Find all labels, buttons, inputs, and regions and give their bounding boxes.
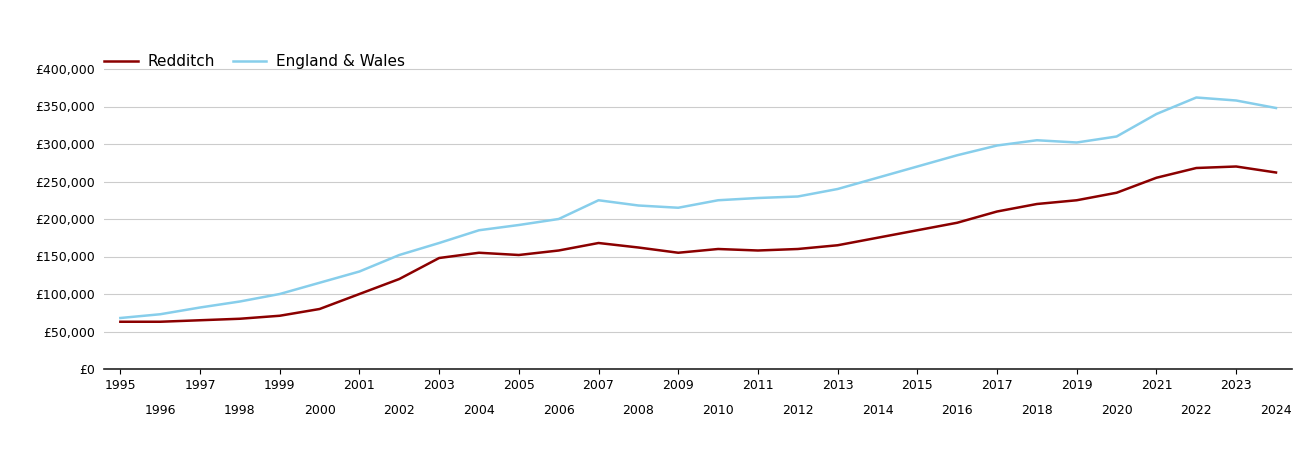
England & Wales xyxy=(630,203,646,208)
England & Wales xyxy=(750,195,766,201)
England & Wales xyxy=(112,315,128,321)
Redditch xyxy=(392,276,407,282)
England & Wales xyxy=(392,252,407,258)
Redditch xyxy=(1228,164,1244,169)
Redditch xyxy=(630,245,646,250)
Redditch xyxy=(471,250,487,256)
England & Wales xyxy=(671,205,686,211)
Line: Redditch: Redditch xyxy=(120,166,1276,322)
England & Wales xyxy=(710,198,726,203)
England & Wales xyxy=(949,153,964,158)
England & Wales xyxy=(232,299,248,304)
England & Wales xyxy=(1189,95,1205,100)
Redditch xyxy=(351,291,367,297)
Line: England & Wales: England & Wales xyxy=(120,98,1276,318)
England & Wales xyxy=(153,311,168,317)
Redditch xyxy=(551,248,566,253)
Redditch xyxy=(153,319,168,324)
Redditch xyxy=(750,248,766,253)
Redditch xyxy=(1069,198,1084,203)
Legend: Redditch, England & Wales: Redditch, England & Wales xyxy=(104,54,405,69)
England & Wales xyxy=(1148,111,1164,117)
England & Wales xyxy=(1109,134,1125,139)
Redditch xyxy=(1148,175,1164,180)
Redditch xyxy=(312,306,328,312)
Redditch xyxy=(830,243,846,248)
Redditch xyxy=(1189,165,1205,171)
Redditch xyxy=(869,235,885,240)
England & Wales xyxy=(512,222,527,228)
Redditch xyxy=(1109,190,1125,195)
Redditch xyxy=(671,250,686,256)
Redditch xyxy=(1268,170,1284,175)
Redditch xyxy=(989,209,1005,214)
Redditch xyxy=(1030,201,1045,207)
England & Wales xyxy=(591,198,607,203)
England & Wales xyxy=(869,175,885,180)
Redditch xyxy=(432,255,448,261)
Redditch xyxy=(192,318,207,323)
Redditch xyxy=(591,240,607,246)
England & Wales xyxy=(432,240,448,246)
England & Wales xyxy=(1228,98,1244,103)
England & Wales xyxy=(351,269,367,274)
England & Wales xyxy=(790,194,805,199)
England & Wales xyxy=(1030,138,1045,143)
England & Wales xyxy=(192,305,207,310)
England & Wales xyxy=(471,228,487,233)
Redditch xyxy=(112,319,128,324)
Redditch xyxy=(232,316,248,321)
England & Wales xyxy=(271,291,287,297)
Redditch xyxy=(910,228,925,233)
England & Wales xyxy=(1069,140,1084,145)
England & Wales xyxy=(830,186,846,192)
Redditch xyxy=(512,252,527,258)
England & Wales xyxy=(312,280,328,285)
England & Wales xyxy=(989,143,1005,148)
Redditch xyxy=(949,220,964,225)
Redditch xyxy=(790,246,805,252)
England & Wales xyxy=(551,216,566,222)
England & Wales xyxy=(1268,105,1284,111)
Redditch xyxy=(271,313,287,319)
Redditch xyxy=(710,246,726,252)
England & Wales xyxy=(910,164,925,169)
